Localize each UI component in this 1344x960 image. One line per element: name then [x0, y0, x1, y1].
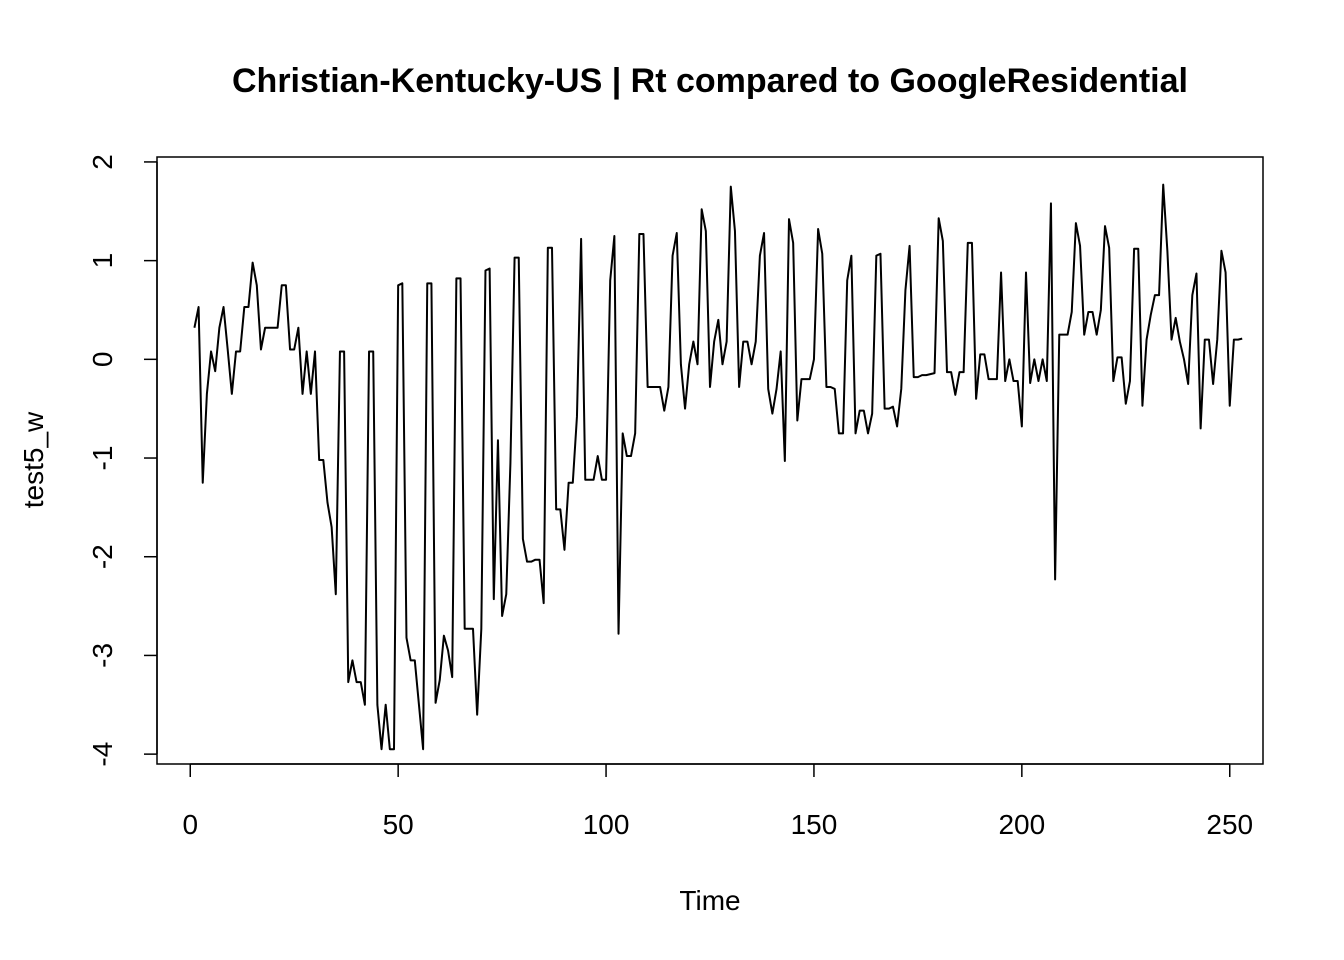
x-tick-label: 250: [1206, 809, 1253, 840]
y-tick-label: -2: [87, 544, 118, 569]
y-axis-label: test5_w: [18, 411, 49, 508]
x-tick-label: 0: [182, 809, 198, 840]
x-tick-label: 200: [998, 809, 1045, 840]
y-tick-label: 2: [87, 154, 118, 170]
y-tick-label: 1: [87, 253, 118, 269]
series-layer: [193, 183, 1243, 751]
x-tick-label: 100: [583, 809, 630, 840]
y-tick-label: -1: [87, 446, 118, 471]
x-tick-label: 150: [791, 809, 838, 840]
y-tick-label: -3: [87, 643, 118, 668]
y-axis: -4 -3 -2 -1 0 1 2: [87, 154, 158, 767]
x-tick-label: 50: [383, 809, 414, 840]
series-line: [193, 183, 1243, 751]
y-tick-label: 0: [87, 352, 118, 368]
y-tick-label: -4: [87, 742, 118, 767]
x-axis-label: Time: [679, 885, 740, 916]
chart-title: Christian-Kentucky-US | Rt compared to G…: [232, 62, 1188, 100]
x-axis: 0 50 100 150 200 250: [182, 763, 1253, 840]
